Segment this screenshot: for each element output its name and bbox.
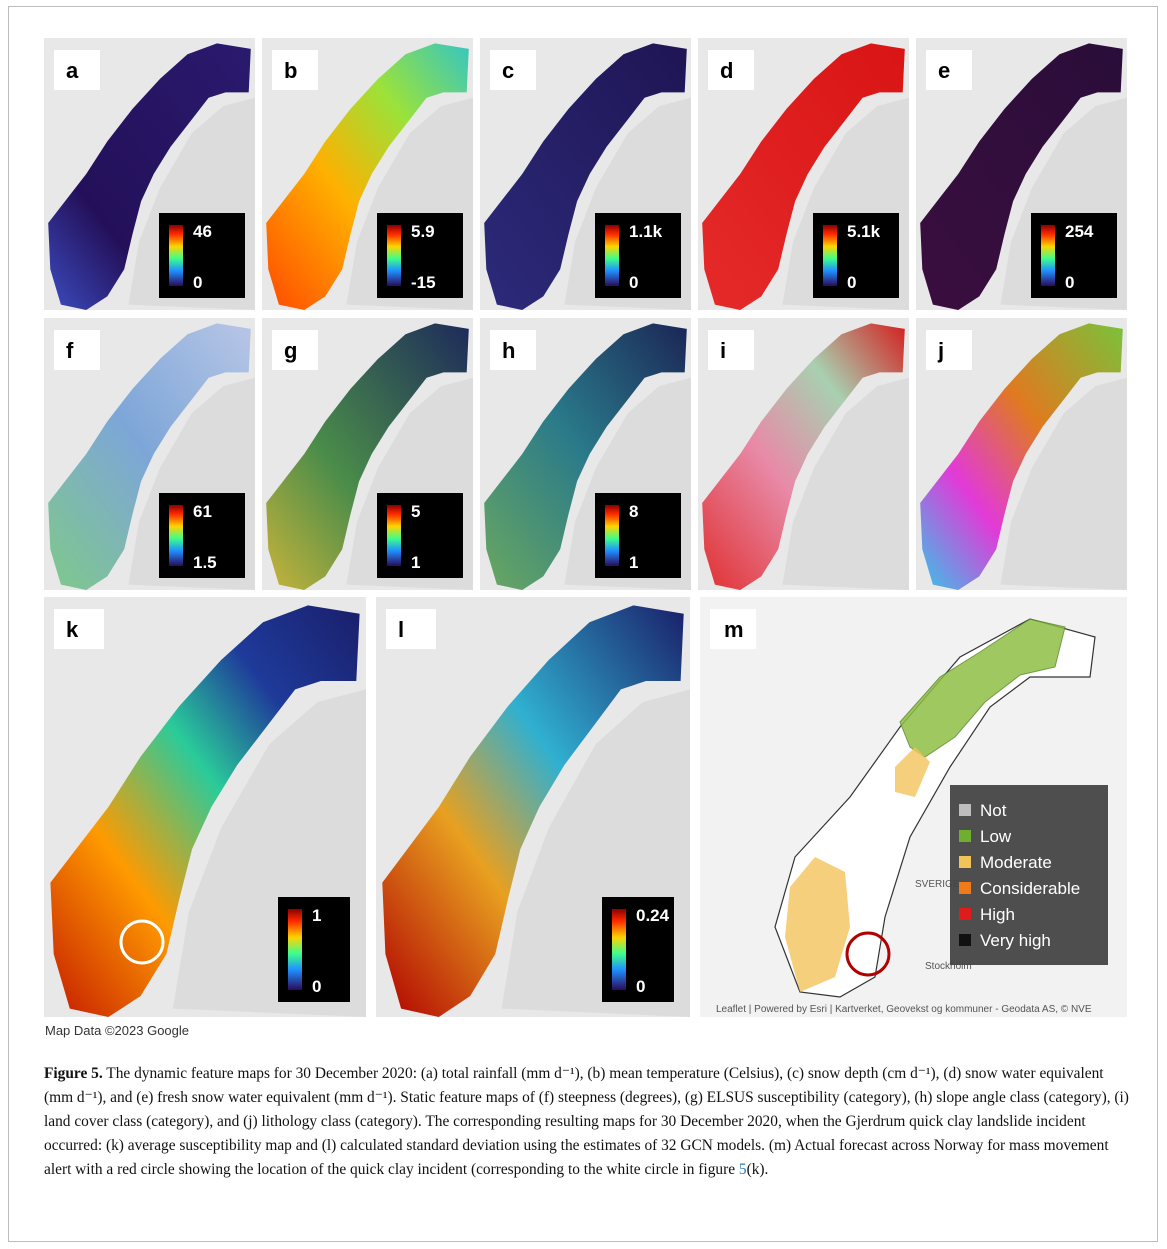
colorbar-max: 0.24 xyxy=(636,906,670,925)
legend-swatch xyxy=(959,908,971,920)
colorbar-max: 5 xyxy=(411,502,420,521)
panel-label: h xyxy=(502,338,515,363)
panel-label: c xyxy=(502,58,514,83)
page: { "panels": [ {"label": "a", "colorbar_m… xyxy=(0,0,1167,1249)
colorbar-min: -15 xyxy=(411,273,436,292)
colorbar-max: 1 xyxy=(312,906,321,925)
panel-label: a xyxy=(66,58,79,83)
colorbar-min: 1 xyxy=(411,553,420,572)
figure: a 46 0 b 5.9 -15 c 1.1k 0 d 5.1k 0 e 254 0 f 61 1.5 g 5 1 h 8 1… xyxy=(0,0,1167,1020)
colorbar-min: 0 xyxy=(312,977,321,996)
colorbar-min: 1 xyxy=(629,553,638,572)
legend-entry: High xyxy=(980,905,1015,924)
colorbar xyxy=(288,909,302,990)
colorbar-min: 0 xyxy=(193,273,202,292)
panel-label: d xyxy=(720,58,733,83)
colorbar-min: 1.5 xyxy=(193,553,217,572)
colorbar-max: 8 xyxy=(629,502,638,521)
colorbar xyxy=(387,505,401,566)
colorbar-min: 0 xyxy=(629,273,638,292)
legend-swatch xyxy=(959,856,971,868)
legend-entry: Moderate xyxy=(980,853,1052,872)
panel-label: j xyxy=(937,338,944,363)
legend-swatch xyxy=(959,934,971,946)
legend-entry: Considerable xyxy=(980,879,1080,898)
colorbar-max: 5.9 xyxy=(411,222,435,241)
map-credit: Map Data ©2023 Google xyxy=(45,1023,189,1038)
legend-swatch xyxy=(959,882,971,894)
caption-body: The dynamic feature maps for 30 December… xyxy=(44,1065,1129,1178)
label-box xyxy=(54,609,104,649)
legend-swatch xyxy=(959,804,971,816)
label-box xyxy=(708,330,754,370)
colorbar xyxy=(1041,225,1055,286)
colorbar-max: 61 xyxy=(193,502,212,521)
panel-label: e xyxy=(938,58,950,83)
panel-label: i xyxy=(720,338,726,363)
colorbar-max: 5.1k xyxy=(847,222,881,241)
colorbar xyxy=(612,909,626,990)
colorbar xyxy=(605,225,619,286)
colorbar-max: 254 xyxy=(1065,222,1094,241)
legend-swatch xyxy=(959,830,971,842)
label-box xyxy=(54,330,100,370)
caption-label: Figure 5. xyxy=(44,1065,103,1082)
label-box xyxy=(926,330,972,370)
colorbar xyxy=(169,505,183,566)
colorbar xyxy=(823,225,837,286)
colorbar-min: 0 xyxy=(636,977,645,996)
colorbar-max: 1.1k xyxy=(629,222,663,241)
colorbar xyxy=(605,505,619,566)
map-attribution: Leaflet | Powered by Esri | Kartverket, … xyxy=(716,1004,1092,1015)
legend-entry: Not xyxy=(980,801,1007,820)
caption: Figure 5. The dynamic feature maps for 3… xyxy=(44,1062,1129,1182)
panel-label: b xyxy=(284,58,297,83)
panel-label: f xyxy=(66,338,74,363)
legend-entry: Very high xyxy=(980,931,1051,950)
caption-end: (k). xyxy=(747,1161,769,1178)
colorbar-min: 0 xyxy=(847,273,856,292)
legend-entry: Low xyxy=(980,827,1012,846)
colorbar xyxy=(387,225,401,286)
panel-label: l xyxy=(398,617,404,642)
colorbar-min: 0 xyxy=(1065,273,1074,292)
figure-link[interactable]: 5 xyxy=(739,1161,747,1178)
panel-label: k xyxy=(66,617,79,642)
panel-label: g xyxy=(284,338,297,363)
colorbar-max: 46 xyxy=(193,222,212,241)
label-box xyxy=(386,609,436,649)
colorbar xyxy=(169,225,183,286)
panel-label: m xyxy=(724,617,744,642)
